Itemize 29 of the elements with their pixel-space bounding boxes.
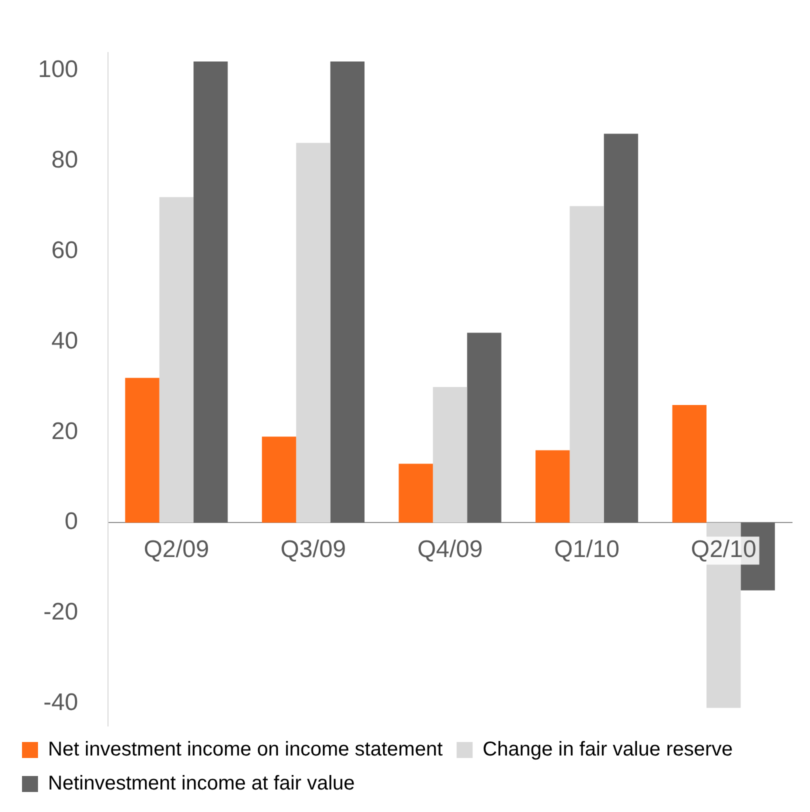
x-tick-label: Q2/09 (144, 536, 210, 564)
y-tick-label: 40 (51, 327, 78, 354)
x-tick-label: Q1/10 (554, 536, 620, 564)
legend-label: Net investment income on income statement (48, 738, 444, 761)
legend-label: Change in fair value reserve (482, 738, 733, 761)
x-tick-label: Q2/10 (690, 536, 756, 564)
bar (467, 332, 502, 523)
y-tick-label: 100 (38, 56, 78, 84)
bar (194, 61, 228, 523)
y-tick-label: 0 (64, 508, 78, 536)
bar (398, 464, 433, 523)
y-tick-label: 80 (51, 146, 78, 174)
bar (604, 134, 638, 523)
bar (159, 197, 194, 523)
bar (570, 206, 604, 523)
bar (125, 378, 160, 523)
bar (330, 61, 365, 523)
bar (536, 450, 570, 523)
x-tick-label: Q4/09 (417, 536, 483, 564)
x-tick-label: Q3/09 (280, 536, 346, 564)
y-tick-label: 20 (51, 418, 78, 445)
y-tick-label: 60 (51, 236, 78, 264)
bar (296, 142, 330, 523)
bar (672, 405, 707, 523)
y-tick-label: -40 (43, 689, 78, 716)
y-tick-label: -20 (43, 598, 78, 626)
legend-label: Netinvestment income at fair value (48, 772, 355, 795)
bar (432, 386, 468, 523)
bar (262, 436, 296, 523)
